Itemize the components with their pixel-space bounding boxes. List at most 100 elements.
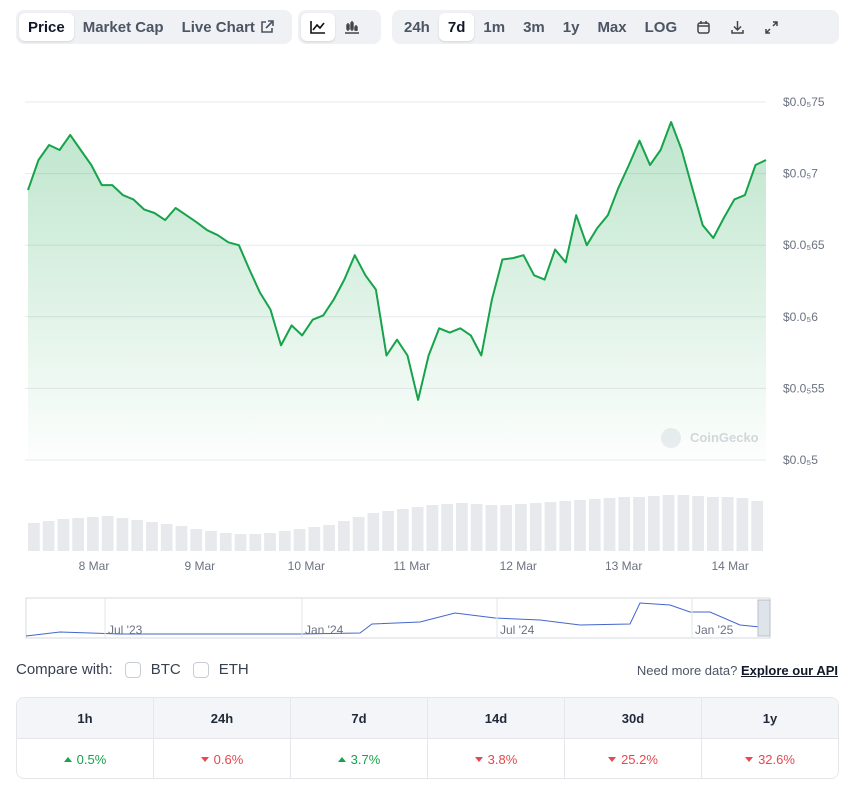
arrow — [608, 756, 617, 762]
change-cell: 3.7% — [290, 739, 427, 778]
volume-bar — [456, 503, 468, 551]
change-table: 1h 24h 7d 14d 30d 1y 0.5% 0.6% 3.7% 3.8% 25.2% 32.… — [16, 697, 839, 779]
volume-bar — [441, 504, 454, 551]
navigator-frame — [25, 597, 771, 639]
tab[interactable]: Live Chart — [173, 13, 283, 41]
navigator-label: Jul '23 — [108, 623, 143, 637]
volume-bar — [205, 531, 217, 551]
arrow — [63, 756, 72, 762]
checkbox[interactable] — [124, 661, 141, 678]
price-area — [28, 122, 766, 460]
navigator-label: Jan '25 — [695, 623, 734, 637]
volume-bar — [411, 507, 424, 551]
volume-bar — [470, 504, 483, 551]
chart-style-group — [298, 10, 381, 44]
volume-bar — [751, 501, 763, 551]
range-button[interactable]: 3m — [523, 18, 545, 36]
tab[interactable]: Market Cap — [82, 18, 164, 36]
table-row: 0.5% 0.6% 3.7% 3.8% 25.2% 32.6% — [17, 739, 838, 778]
volume-bar — [131, 520, 144, 551]
x-tick-label: 13 Mar — [605, 559, 642, 573]
y-tick-label: $0.0₅5 — [783, 453, 818, 467]
range-button[interactable]: 1y — [562, 18, 580, 36]
change-text: 32.6% — [758, 751, 795, 767]
volume-bar — [175, 526, 188, 551]
external-icon — [261, 20, 274, 33]
change-cell: 0.5% — [17, 739, 153, 778]
navigator-handle[interactable] — [757, 599, 771, 637]
candle-chart-button[interactable] — [335, 13, 369, 41]
volume-bar — [101, 516, 114, 551]
volume-bar — [515, 504, 527, 551]
volume-bar — [692, 496, 704, 551]
arrow — [337, 756, 346, 762]
volume-bar — [736, 498, 749, 551]
x-tick-label: 9 Mar — [185, 559, 216, 573]
volume-bar — [574, 500, 586, 551]
candle-icon — [345, 21, 359, 34]
range-button[interactable]: LOG — [644, 18, 678, 36]
header-cell: 1y — [701, 698, 838, 738]
range-button[interactable]: 1m — [483, 18, 506, 36]
navigator-line — [25, 602, 761, 637]
volume-bar — [485, 505, 498, 551]
y-tick-label: $0.0₅7 — [783, 167, 818, 181]
volume-bar — [72, 518, 85, 551]
download-button[interactable] — [720, 13, 754, 41]
volume-bar — [633, 497, 645, 551]
range-button[interactable]: 7d — [438, 13, 475, 41]
volume-bar — [278, 531, 291, 551]
compare: Compare with: BTC ETH — [16, 661, 249, 678]
line-chart-button[interactable] — [301, 13, 335, 41]
range-button[interactable]: 24h — [404, 18, 430, 36]
y-tick-label: $0.0₅55 — [783, 381, 825, 395]
volume-bar — [662, 495, 675, 551]
calendar-button[interactable] — [686, 13, 720, 41]
range-group: 24h 7d 1m 3m 1y Max LOG — [392, 10, 839, 44]
change-text: 3.7% — [350, 751, 381, 767]
volume-bar — [42, 521, 55, 551]
volume-bar — [352, 517, 365, 551]
volume-bar — [426, 505, 439, 551]
api-link[interactable]: Explore our API — [740, 663, 838, 678]
volume-bar — [559, 501, 572, 551]
volume-bar — [219, 533, 232, 551]
header-cell: 7d — [290, 698, 427, 738]
arrow — [745, 756, 754, 762]
change-text: 25.2% — [621, 751, 658, 767]
checkbox[interactable] — [192, 661, 209, 678]
volume-bar — [293, 529, 306, 551]
volume-bar — [367, 513, 380, 551]
change-cell: 0.6% — [153, 739, 290, 778]
icon — [696, 21, 710, 34]
volume-bar — [706, 497, 719, 551]
fullscreen-button[interactable] — [754, 13, 788, 41]
volume-bar — [397, 509, 409, 551]
header-cell: 14d — [427, 698, 564, 738]
y-tick-label: $0.0₅6 — [783, 310, 818, 324]
volume-bar — [264, 533, 276, 551]
volume-bar — [647, 496, 660, 551]
x-tick-label: 14 Mar — [711, 559, 748, 573]
volume-bar — [618, 497, 631, 551]
compare-option[interactable]: BTC — [150, 661, 181, 678]
tab[interactable]: Price — [19, 13, 74, 41]
volume-bar — [544, 502, 557, 551]
volume-bar — [87, 517, 99, 551]
y-tick-label: $0.0₅75 — [783, 95, 825, 109]
icon — [764, 21, 778, 34]
header-cell: 30d — [564, 698, 701, 738]
change-text: 0.6% — [213, 751, 244, 767]
y-tick-label: $0.0₅65 — [783, 238, 825, 252]
table-header: 1h 24h 7d 14d 30d 1y — [17, 698, 838, 739]
range-button[interactable]: Max — [597, 18, 627, 36]
volume-bar — [588, 499, 601, 551]
compare-option[interactable]: ETH — [218, 661, 249, 678]
arrow — [200, 756, 209, 762]
volume-bar — [116, 518, 129, 551]
volume-bar — [500, 505, 513, 551]
header-cell: 1h — [77, 710, 93, 726]
compare-label: Compare with: — [16, 661, 113, 678]
volume-bar — [677, 495, 690, 551]
